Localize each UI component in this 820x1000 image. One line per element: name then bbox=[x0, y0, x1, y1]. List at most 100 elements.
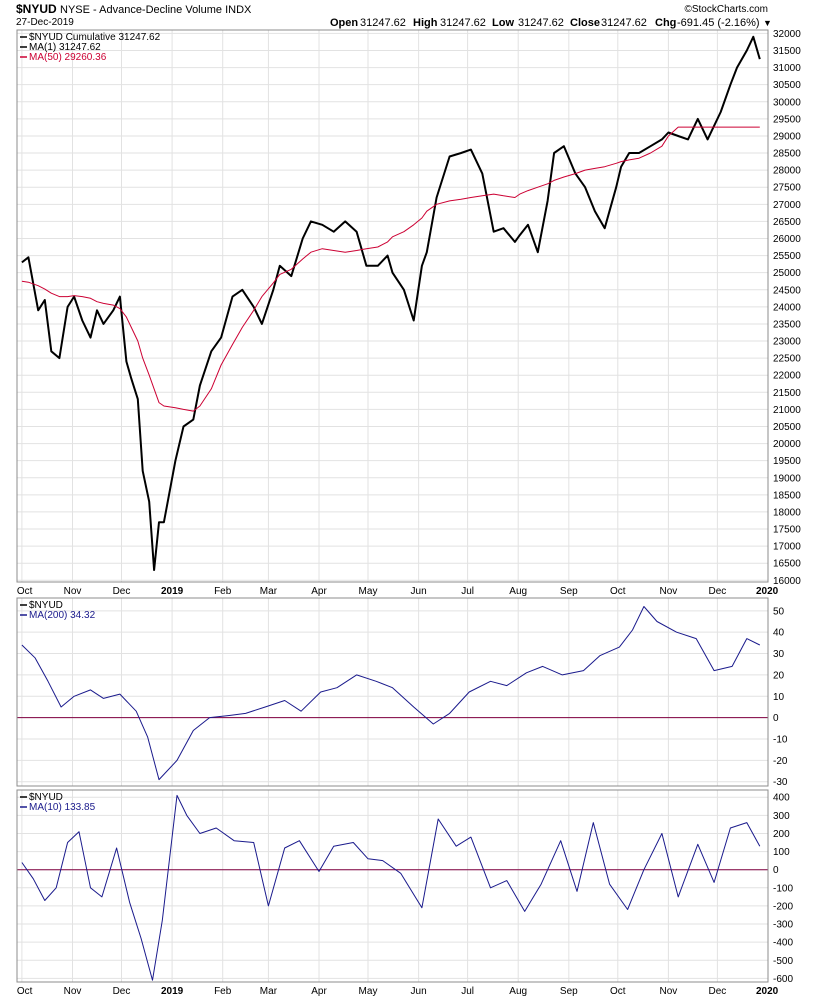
y-tick-label: 26000 bbox=[773, 234, 801, 245]
y-tick-label: -600 bbox=[773, 974, 793, 985]
y-tick-label: 22000 bbox=[773, 371, 801, 382]
panel-ma10: -600 -500 -400 -300 -200 -100 0 100 200 300 400 $NY… bbox=[16, 789, 793, 997]
x-tick-label: Nov bbox=[64, 586, 82, 597]
y-tick-label: 20000 bbox=[773, 439, 801, 450]
symbol-title: $NYUD bbox=[16, 2, 57, 16]
chg-down-icon: ▼ bbox=[763, 18, 772, 28]
y-tick-label: 27000 bbox=[773, 200, 801, 211]
y-tick-label: -10 bbox=[773, 735, 788, 746]
y-tick-label: -200 bbox=[773, 901, 793, 912]
y-tick-label: 21000 bbox=[773, 405, 801, 416]
legend-entry: $NYUD bbox=[29, 792, 63, 803]
y-tick-label: 21500 bbox=[773, 388, 801, 399]
panel-main: 16000 16500 17000 17500 18000 18500 19000 19500… bbox=[16, 29, 801, 597]
x-tick-label: 2020 bbox=[756, 986, 779, 997]
x-tick-label: Dec bbox=[113, 986, 131, 997]
watermark: ©StockCharts.com bbox=[684, 4, 768, 15]
close-value: 31247.62 bbox=[601, 17, 647, 29]
ohlc-readout: Open 31247.62 High 31247.62 Low 31247.62… bbox=[330, 17, 772, 29]
y-tick-label: 30 bbox=[773, 649, 785, 660]
y-tick-label: 28500 bbox=[773, 149, 801, 160]
y-tick-label: 25500 bbox=[773, 251, 801, 262]
x-tick-label: Jun bbox=[411, 586, 427, 597]
series-line-ma-50- bbox=[21, 126, 760, 412]
y-tick-label: 30500 bbox=[773, 80, 801, 91]
x-tick-label: Aug bbox=[509, 986, 527, 997]
low-label: Low bbox=[492, 17, 514, 29]
y-tick-label: 17500 bbox=[773, 525, 801, 536]
y-tick-label: -300 bbox=[773, 920, 793, 931]
x-tick-label: Sep bbox=[560, 586, 578, 597]
x-tick-label: Sep bbox=[560, 986, 578, 997]
y-tick-label: 16000 bbox=[773, 576, 801, 587]
y-tick-label: 31500 bbox=[773, 46, 801, 57]
y-tick-label: 0 bbox=[773, 713, 779, 724]
x-tick-label: 2019 bbox=[161, 586, 184, 597]
x-tick-label: Feb bbox=[214, 986, 232, 997]
x-tick-label: Mar bbox=[260, 986, 278, 997]
y-tick-label: -400 bbox=[773, 938, 793, 949]
y-tick-label: 32000 bbox=[773, 29, 801, 40]
x-tick-label: May bbox=[359, 586, 378, 597]
open-value: 31247.62 bbox=[360, 17, 406, 29]
y-tick-label: 40 bbox=[773, 628, 785, 639]
x-tick-label: Dec bbox=[708, 986, 726, 997]
x-tick-label: Oct bbox=[17, 986, 33, 997]
chg-label: Chg bbox=[655, 17, 676, 29]
y-tick-label: 18000 bbox=[773, 507, 801, 518]
y-tick-label: 16500 bbox=[773, 559, 801, 570]
x-tick-label: Oct bbox=[17, 586, 33, 597]
y-tick-label: 29500 bbox=[773, 114, 801, 125]
x-tick-label: Jul bbox=[461, 586, 474, 597]
x-tick-label: Dec bbox=[708, 586, 726, 597]
y-tick-label: 300 bbox=[773, 811, 790, 822]
y-tick-label: 24000 bbox=[773, 302, 801, 313]
x-tick-label: Aug bbox=[509, 586, 527, 597]
y-tick-label: 10 bbox=[773, 692, 785, 703]
y-tick-label: 25000 bbox=[773, 268, 801, 279]
y-tick-label: 0 bbox=[773, 865, 779, 876]
y-tick-label: 23500 bbox=[773, 319, 801, 330]
x-tick-label: Mar bbox=[260, 586, 278, 597]
y-tick-label: -500 bbox=[773, 956, 793, 967]
y-tick-label: 28000 bbox=[773, 166, 801, 177]
legend-entry: $NYUD bbox=[29, 600, 63, 611]
x-tick-label: Jul bbox=[461, 986, 474, 997]
y-tick-label: 20500 bbox=[773, 422, 801, 433]
panel-frame bbox=[16, 789, 769, 983]
y-tick-label: 50 bbox=[773, 606, 785, 617]
y-tick-label: 18500 bbox=[773, 490, 801, 501]
x-tick-label: Apr bbox=[311, 586, 327, 597]
y-tick-label: 26500 bbox=[773, 217, 801, 228]
series-line--nyud-cumulative bbox=[21, 35, 761, 571]
high-value: 31247.62 bbox=[440, 17, 486, 29]
y-tick-label: 23000 bbox=[773, 337, 801, 348]
y-tick-label: 19000 bbox=[773, 473, 801, 484]
series-line-ma-200- bbox=[21, 606, 761, 781]
panel-frame bbox=[16, 29, 769, 583]
x-tick-label: 2019 bbox=[161, 986, 184, 997]
high-label: High bbox=[413, 17, 438, 29]
y-tick-label: 17000 bbox=[773, 542, 801, 553]
x-tick-label: Oct bbox=[610, 586, 626, 597]
chg-value: -691.45 (-2.16%) bbox=[677, 17, 760, 29]
legend-entry: $NYUD Cumulative 31247.62 bbox=[29, 32, 161, 43]
x-tick-label: Nov bbox=[660, 586, 678, 597]
x-tick-label: 2020 bbox=[756, 586, 779, 597]
y-tick-label: -30 bbox=[773, 777, 788, 788]
y-tick-label: -20 bbox=[773, 756, 788, 767]
y-tick-label: 24500 bbox=[773, 285, 801, 296]
legend-entry: MA(50) 29260.36 bbox=[29, 52, 107, 63]
x-tick-label: Dec bbox=[113, 586, 131, 597]
chart-date: 27-Dec-2019 bbox=[16, 17, 74, 28]
y-tick-label: -100 bbox=[773, 883, 793, 894]
x-tick-label: Oct bbox=[610, 986, 626, 997]
x-tick-label: Nov bbox=[64, 986, 82, 997]
panel-frame bbox=[16, 597, 769, 787]
x-tick-label: Jun bbox=[411, 986, 427, 997]
close-label: Close bbox=[570, 17, 600, 29]
y-tick-label: 27500 bbox=[773, 183, 801, 194]
symbol-description: NYSE - Advance-Decline Volume INDX bbox=[60, 4, 252, 16]
